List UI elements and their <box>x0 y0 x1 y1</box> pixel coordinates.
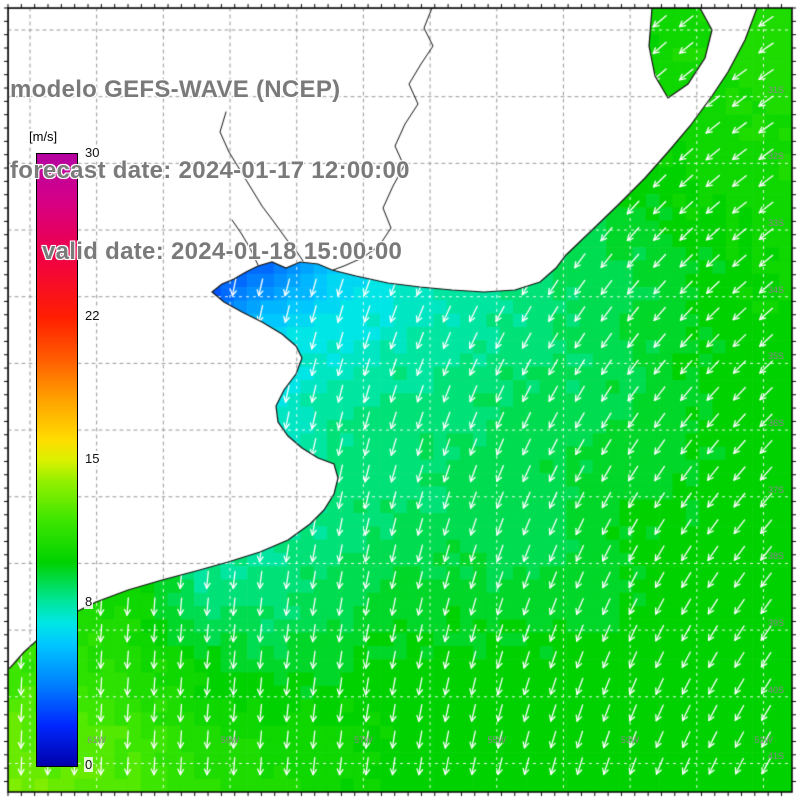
colorbar-tick-label: 15 <box>84 451 101 466</box>
lat-label: 36S <box>767 418 784 429</box>
colorbar-gradient <box>36 153 78 767</box>
lat-label: 40S <box>767 684 784 695</box>
colorbar-tick-label: 22 <box>84 308 101 324</box>
lon-label: 57W <box>354 735 373 745</box>
lat-label: 41S <box>767 751 784 762</box>
colorbar-unit-label: [m/s] <box>27 129 60 144</box>
lon-label: 53W <box>620 735 640 745</box>
title-block: modelo GEFS-WAVE (NCEP) forecast date: 2… <box>10 22 410 319</box>
valid-date-line: valid date: 2024-01-18 15:00:00 <box>42 238 403 265</box>
lat-label: 32S <box>767 151 784 162</box>
colorbar-tick-label: 8 <box>84 593 94 609</box>
forecast-date-line: forecast date: 2024-01-17 12:00:00 <box>10 157 410 184</box>
lon-label: 61W <box>87 735 106 745</box>
lat-label: 33S <box>767 218 784 229</box>
lat-label: 35S <box>767 351 784 362</box>
colorbar-tick-label: 0 <box>84 757 94 772</box>
lon-label: 59W <box>220 735 240 745</box>
lat-label: 38S <box>767 551 784 562</box>
colorbar-tick-label: 30 <box>84 145 101 160</box>
model-title: modelo GEFS-WAVE (NCEP) <box>10 76 341 103</box>
lon-label: 51W <box>754 735 773 745</box>
lat-label: 39S <box>767 618 784 629</box>
lon-label: 55W <box>487 735 507 745</box>
lat-label: 37S <box>767 484 784 495</box>
lat-label: 34S <box>767 284 784 295</box>
lat-label: 31S <box>767 84 784 95</box>
